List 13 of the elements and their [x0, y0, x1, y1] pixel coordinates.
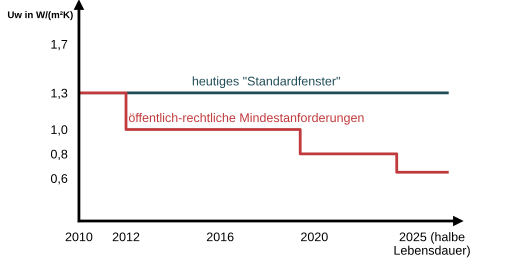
x-tick-label: 2012 — [112, 232, 140, 242]
y-axis-title: Uw in W/(m²K) — [8, 11, 73, 20]
x-tick-label: 2025 (halbe Lebensdauer) — [394, 232, 470, 258]
x-tick-label: 2010 — [66, 232, 92, 242]
y-tick-label: 0,8 — [50, 150, 68, 160]
y-tick-label: 1,0 — [51, 125, 68, 136]
y-tick-label: 0,6 — [50, 174, 68, 184]
y-tick-label: 1,3 — [51, 88, 68, 100]
x-tick-label: 2016 — [206, 232, 234, 242]
y-tick-label: 1,7 — [51, 40, 68, 50]
x-tick-label: 2020 — [301, 232, 328, 242]
series-label: öffentlich-rechtliche Mindestanforderungen — [128, 112, 364, 125]
series-label: heutiges "Standardfenster" — [192, 76, 340, 88]
